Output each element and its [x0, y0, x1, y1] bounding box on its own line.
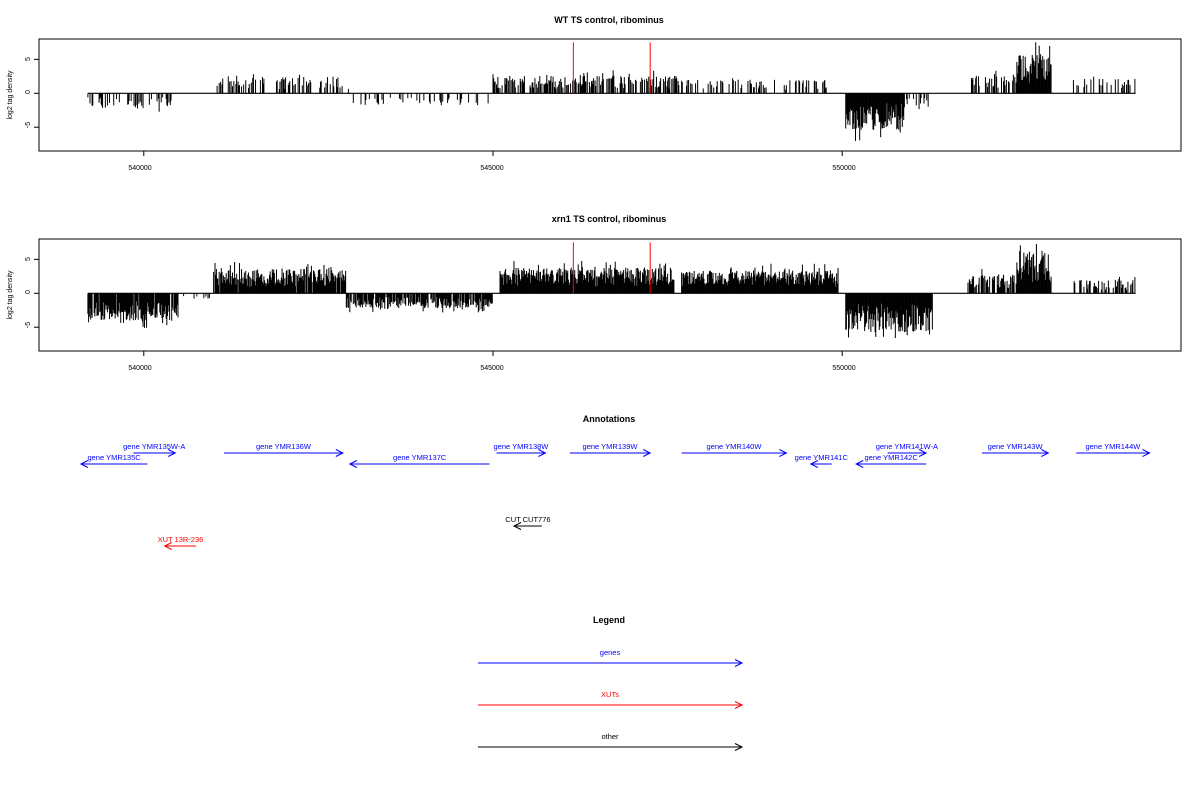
xrn1-y-tick-label: -5	[25, 322, 32, 328]
gene-label: gene YMR135C	[87, 453, 141, 462]
xrn1-bars	[87, 244, 1136, 339]
legend-items: genes XUTs other	[478, 648, 744, 751]
xrn1-plot-frame	[38, 238, 1182, 352]
gene-arrowhead	[1041, 449, 1050, 457]
wt-y-axis-label: log2 tag density	[7, 70, 14, 120]
annotations-title: Annotations	[583, 414, 636, 424]
wt-y-tick-label: -5	[25, 122, 32, 128]
gene-label: gene YMR140W	[707, 442, 763, 451]
gene-arrowhead	[918, 449, 928, 457]
gene-arrowhead	[335, 449, 344, 457]
wt-track-panel: WT TS control, ribominus log2 tag densit…	[7, 15, 1182, 172]
wt-y-tick-label: 5	[25, 57, 32, 61]
gene-arrowhead	[348, 460, 358, 468]
wt-y-tick-label: 0	[25, 90, 32, 94]
legend: Legend genes XUTs other	[478, 615, 744, 751]
legend-label: genes	[600, 648, 621, 657]
gene-arrowhead	[779, 449, 788, 457]
xrn1-x-tick-label: 540000	[128, 365, 151, 372]
xrn1-track-title: xrn1 TS control, ribominus	[552, 214, 667, 224]
gene-label: gene YMR139W	[583, 442, 639, 451]
cut-label: CUT CUT776	[505, 515, 550, 524]
xrn1-y-tick-label: 0	[25, 290, 32, 294]
wt-x-tick-labels: 540000 545000 550000	[128, 165, 855, 172]
legend-arrowhead	[734, 701, 744, 709]
gene-arrowhead	[809, 460, 819, 468]
xut-arrowhead	[163, 542, 172, 550]
gene-label: gene YMR142C	[865, 453, 919, 462]
wt-y-tick-labels: -5 0 5	[25, 57, 32, 128]
wt-markers	[572, 42, 651, 94]
gene-label: gene YMR143W	[988, 442, 1044, 451]
xrn1-y-tick-label: 5	[25, 257, 32, 261]
wt-track-title: WT TS control, ribominus	[554, 15, 664, 25]
gene-arrowhead	[642, 449, 652, 457]
wt-axes	[34, 58, 843, 156]
gene-label: gene YMR135W-A	[123, 442, 185, 451]
xrn1-x-tick-labels: 540000 545000 550000	[128, 365, 855, 372]
annotation-features: gene YMR135C gene YMR135W-A gene YMR136W ge…	[79, 442, 1151, 550]
gene-label: gene YMR136W	[256, 442, 312, 451]
xrn1-markers	[572, 242, 651, 294]
gene-label: gene YMR141W-A	[876, 442, 938, 451]
gene-label: gene YMR137C	[393, 453, 447, 462]
gene-arrowhead	[79, 460, 89, 468]
gene-arrowhead	[855, 460, 864, 468]
legend-label: XUTs	[601, 690, 619, 699]
wt-x-tick-label: 540000	[128, 165, 151, 172]
xrn1-x-tick-label: 550000	[832, 365, 855, 372]
legend-title: Legend	[593, 615, 625, 625]
xut-label: XUT 13R-236	[158, 535, 204, 544]
legend-arrowhead	[734, 659, 744, 667]
gene-label: gene YMR144W	[1085, 442, 1141, 451]
wt-x-tick-label: 545000	[480, 165, 503, 172]
xrn1-y-axis-label: log2 tag density	[7, 270, 14, 320]
xrn1-x-tick-label: 545000	[480, 365, 503, 372]
cut-arrowhead	[512, 522, 522, 530]
wt-plot-frame	[38, 38, 1182, 152]
gene-label: gene YMR141C	[795, 453, 849, 462]
legend-label: other	[601, 732, 619, 741]
xrn1-track-panel: xrn1 TS control, ribominus log2 tag dens…	[7, 214, 1182, 372]
gene-arrowhead	[167, 449, 177, 457]
xrn1-axes	[34, 258, 843, 356]
gene-arrowhead	[538, 449, 547, 457]
gene-label: gene YMR138W	[493, 442, 549, 451]
gene-arrowhead	[1142, 449, 1151, 457]
legend-arrowhead	[734, 743, 744, 751]
wt-bars	[87, 42, 1136, 141]
xrn1-y-tick-labels: -5 0 5	[25, 257, 32, 328]
wt-x-tick-label: 550000	[832, 165, 855, 172]
